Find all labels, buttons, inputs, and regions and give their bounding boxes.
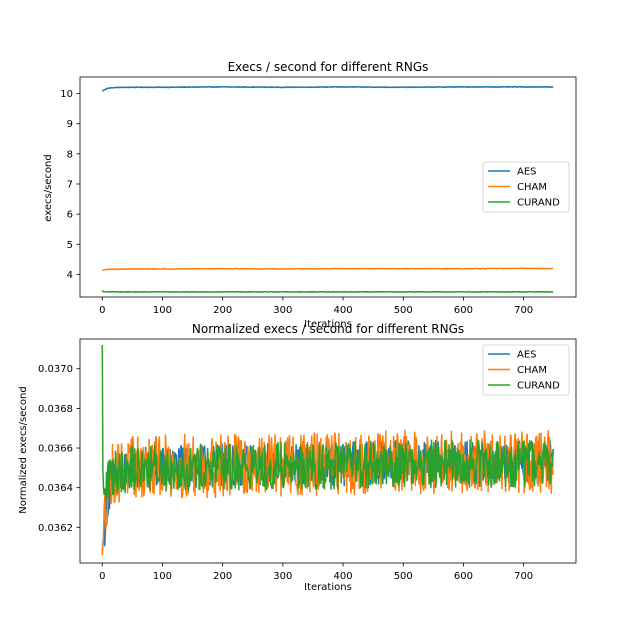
y-tick-label: 5 (67, 240, 73, 251)
series-line-curand (101, 344, 554, 502)
x-tick-label: 700 (514, 571, 533, 582)
legend: AES CHAM CURAND (482, 344, 570, 396)
y-axis-title: execs/second (43, 154, 54, 221)
x-tick-label: 600 (454, 571, 473, 582)
x-tick-label: 300 (273, 305, 292, 316)
x-tick-label: 0 (99, 571, 105, 582)
y-tick-label: 0.0370 (38, 364, 73, 375)
series-layer (101, 344, 554, 556)
x-tick-label: 600 (454, 305, 473, 316)
x-tick-label: 200 (213, 305, 232, 316)
y-axis-title: Normalized execs/second (18, 386, 29, 513)
legend-label-aes: AES (517, 167, 537, 178)
x-tick-label: 200 (213, 571, 232, 582)
axes-layer: 0 100 200 300 400 500 600 700 4 5 6 7 8 9 10 (60, 76, 577, 316)
chart-normalized-execs: Normalized execs / second for different … (18, 322, 577, 593)
plot-frame (79, 76, 577, 298)
x-tick-label: 500 (394, 305, 413, 316)
y-tick-label: 6 (67, 210, 73, 221)
plot-frame (79, 338, 577, 564)
legend: AES CHAM CURAND (482, 161, 570, 213)
x-tick-label: 500 (394, 571, 413, 582)
x-tick-label: 100 (153, 571, 172, 582)
legend-box (482, 161, 570, 213)
y-tick-label: 7 (67, 179, 73, 190)
chart-title: Execs / second for different RNGs (228, 60, 429, 74)
legend-label-curand: CURAND (517, 198, 560, 209)
x-tick-label: 400 (334, 305, 353, 316)
series-line-aes (101, 85, 554, 92)
y-tick-label: 0.0366 (38, 444, 73, 455)
chart-execs-per-second: Execs / second for different RNGs 0 100 20… (43, 60, 577, 330)
y-tick-label: 0.0362 (38, 523, 73, 534)
y-tick-label: 9 (67, 119, 73, 130)
x-axis-title: Iterations (304, 319, 352, 330)
legend-label-aes: AES (517, 350, 537, 361)
chart-title: Normalized execs / second for different … (192, 322, 464, 336)
legend-label-curand: CURAND (517, 381, 560, 392)
x-tick-label: 700 (514, 305, 533, 316)
series-line-cham (102, 267, 554, 272)
y-tick-label: 8 (67, 149, 73, 160)
x-tick-label: 300 (273, 571, 292, 582)
series-line-curand (101, 289, 554, 293)
x-tick-label: 400 (334, 571, 353, 582)
x-tick-label: 0 (99, 305, 105, 316)
series-layer (101, 85, 554, 293)
legend-label-cham: CHAM (517, 182, 547, 193)
legend-box (482, 344, 570, 396)
x-axis-title: Iterations (304, 582, 352, 593)
axes-layer: 0 100 200 300 400 500 600 700 0.0362 0.0364 0.0366… (38, 338, 577, 582)
y-tick-label: 10 (60, 89, 73, 100)
x-tick-label: 100 (153, 305, 172, 316)
y-tick-label: 4 (67, 270, 73, 281)
legend-label-cham: CHAM (517, 365, 547, 376)
y-tick-label: 0.0364 (38, 483, 73, 494)
y-tick-label: 0.0368 (38, 404, 73, 415)
